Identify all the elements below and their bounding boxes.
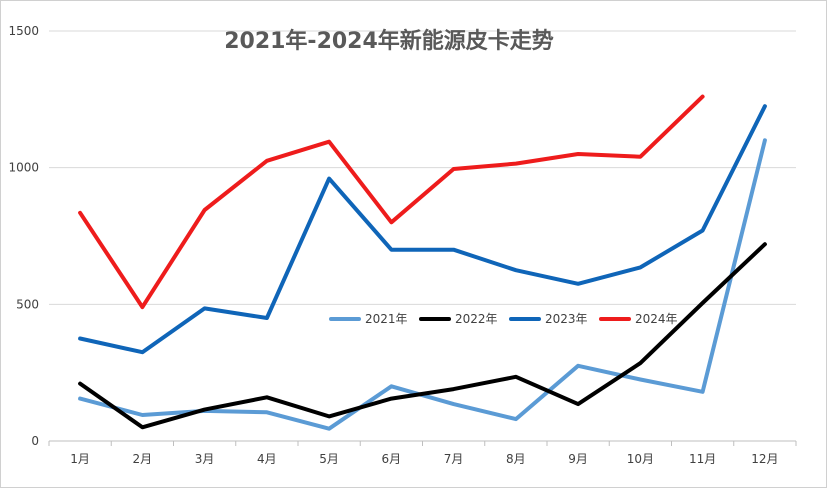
y-tick-label: 1000 [8, 161, 39, 175]
legend-label-1: 2022年 [455, 312, 498, 326]
x-tick-label: 1月 [70, 452, 90, 466]
series-line-2 [78, 104, 767, 355]
y-tick-label: 0 [31, 434, 39, 448]
x-tick-label: 4月 [257, 452, 277, 466]
legend: 2021年 2022年 2023年 2024年 [329, 312, 678, 326]
x-tick-label: 9月 [568, 452, 588, 466]
legend-label-3: 2024年 [635, 312, 678, 326]
series-lines [78, 94, 767, 431]
x-tick-label: 3月 [195, 452, 215, 466]
y-tick-label: 1500 [8, 24, 39, 38]
legend-label-0: 2021年 [365, 312, 408, 326]
gridlines [49, 30, 796, 442]
chart-title: 2021年-2024年新能源皮卡走势 [224, 28, 554, 54]
axes: 0 500 1000 1500 1月 2月 3月 4月 5月 6月 7月 8月 9月 10月 11月 12月 [8, 24, 797, 466]
series-line-0 [78, 138, 767, 431]
x-tick-label: 7月 [444, 452, 464, 466]
series-line-3 [78, 94, 705, 310]
x-tick-label: 2月 [133, 452, 153, 466]
legend-label-2: 2023年 [545, 312, 588, 326]
x-tick-label: 5月 [319, 452, 339, 466]
x-tick-label: 11月 [689, 452, 716, 466]
series-line-1 [78, 242, 767, 430]
x-tick-label: 6月 [382, 452, 402, 466]
x-tick-label: 10月 [627, 452, 654, 466]
x-tick-label: 8月 [506, 452, 526, 466]
x-tick-label: 12月 [751, 452, 778, 466]
y-tick-label: 500 [16, 297, 39, 311]
